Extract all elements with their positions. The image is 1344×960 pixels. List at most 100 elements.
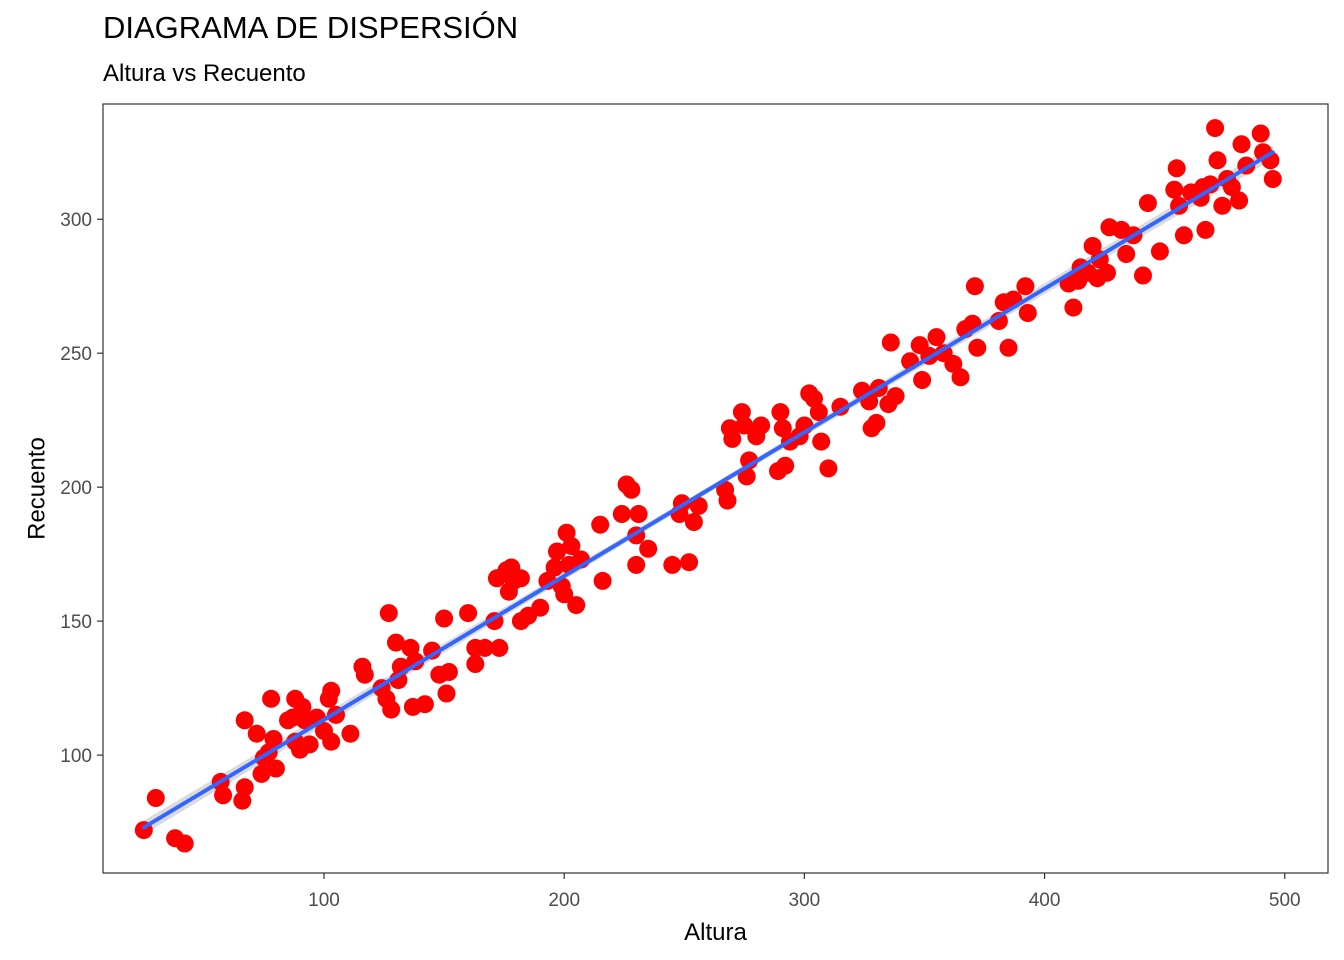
data-point [1206,119,1225,138]
data-point [737,467,756,486]
data-point [235,778,254,797]
data-point [1174,226,1193,245]
data-point [1098,263,1116,282]
data-point [1213,196,1232,215]
data-point [752,416,771,435]
data-point [1232,135,1251,154]
chart-title: DIAGRAMA DE DISPERSIÓN [103,10,519,45]
data-point [776,456,795,475]
data-point [965,277,984,296]
data-point [1150,242,1169,261]
data-point [809,403,828,422]
data-point [1134,266,1152,285]
data-point [439,663,458,681]
y-tick-label: 100 [60,746,92,767]
data-point [999,338,1018,357]
data-point [735,416,754,435]
data-point [322,732,341,751]
data-point [511,569,530,588]
data-point [627,555,646,574]
data-point [1064,298,1083,317]
data-point [475,638,494,657]
data-point [531,598,550,617]
data-point [773,419,792,438]
data-point [466,655,485,673]
data-point [293,697,312,716]
data-point [680,553,699,572]
data-point [1196,220,1215,239]
data-point [663,555,682,574]
data-point [247,724,266,743]
data-point [819,459,838,478]
data-point [593,571,612,590]
data-point [252,764,271,783]
data-point [1251,124,1270,143]
data-point [567,596,586,615]
data-point [622,480,641,499]
data-point [1018,304,1037,322]
data-point [723,429,742,448]
data-point [927,328,946,347]
data-point [1208,151,1227,170]
data-point [684,513,703,531]
data-point [1117,245,1136,263]
data-point [555,585,574,604]
data-point [437,684,456,703]
x-tick-label: 300 [789,890,821,911]
data-point [235,711,254,730]
data-point [732,403,751,422]
data-point [146,789,165,807]
data-point [1165,180,1184,199]
y-tick-label: 150 [60,612,92,633]
y-tick-label: 300 [60,210,92,231]
data-point [562,537,581,556]
data-point [591,515,610,534]
data-point [1222,178,1241,197]
data-point [913,371,932,389]
data-point [771,403,790,422]
data-point [689,496,708,515]
data-point [262,689,281,708]
data-point [214,786,233,805]
data-point [1138,194,1157,213]
data-point [718,491,737,510]
trend-line [141,150,1275,830]
data-point [382,700,401,719]
data-point [1016,277,1035,296]
data-point [175,834,194,853]
data-point [1263,170,1282,188]
data-points [134,119,1282,853]
y-tick-label: 200 [60,478,92,499]
x-tick-label: 500 [1269,890,1301,911]
data-point [1083,237,1102,255]
x-tick-label: 400 [1029,890,1061,911]
data-point [951,368,970,387]
data-point [435,609,454,628]
y-axis-ticks: 100 150 200 250 300 [60,210,103,767]
data-point [355,665,374,684]
data-point [629,505,648,523]
data-point [341,724,360,743]
plot-panel-border [102,103,1329,874]
chart-subtitle: Altura vs Recuento [103,60,306,87]
data-point [968,338,987,357]
x-tick-label: 200 [548,890,580,911]
data-point [867,413,886,432]
data-point [639,539,658,558]
x-axis-label: Altura [684,919,747,946]
data-point [300,735,319,754]
data-point [1230,191,1249,210]
data-point [264,730,283,748]
data-point [387,633,405,652]
data-point [886,387,905,406]
data-point [490,638,509,657]
data-point [548,542,566,561]
data-point [1167,159,1186,178]
data-point [415,695,434,714]
x-axis-ticks: 100 200 300 400 500 [308,873,1301,911]
data-point [379,604,398,623]
y-axis-label: Recuento [23,437,50,540]
data-point [233,791,252,810]
data-point [266,759,285,778]
data-point [812,432,831,451]
